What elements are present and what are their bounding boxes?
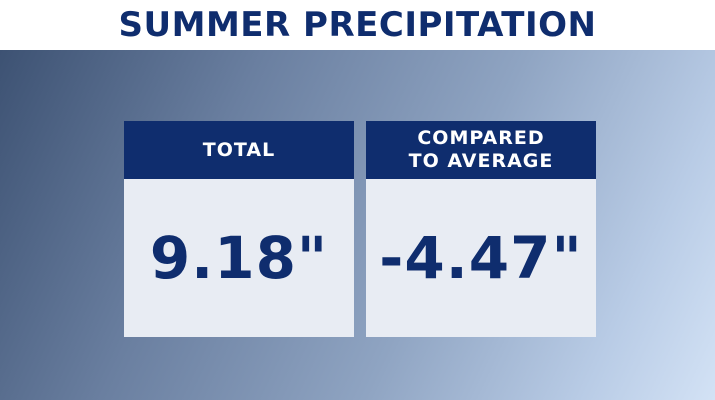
compared-card: COMPARED TO AVERAGE -4.47" <box>366 121 596 337</box>
total-card: TOTAL 9.18" <box>124 121 354 337</box>
compared-card-body: -4.47" <box>366 179 596 337</box>
total-card-body: 9.18" <box>124 179 354 337</box>
page-title: SUMMER PRECIPITATION <box>118 5 597 45</box>
title-bar: SUMMER PRECIPITATION <box>0 0 715 50</box>
compared-card-header: COMPARED TO AVERAGE <box>366 121 596 179</box>
total-value: 9.18" <box>149 224 329 292</box>
compared-label: COMPARED TO AVERAGE <box>408 127 554 172</box>
total-card-header: TOTAL <box>124 121 354 179</box>
compared-value: -4.47" <box>379 224 583 292</box>
gradient-background <box>0 50 715 400</box>
total-label: TOTAL <box>202 138 276 161</box>
